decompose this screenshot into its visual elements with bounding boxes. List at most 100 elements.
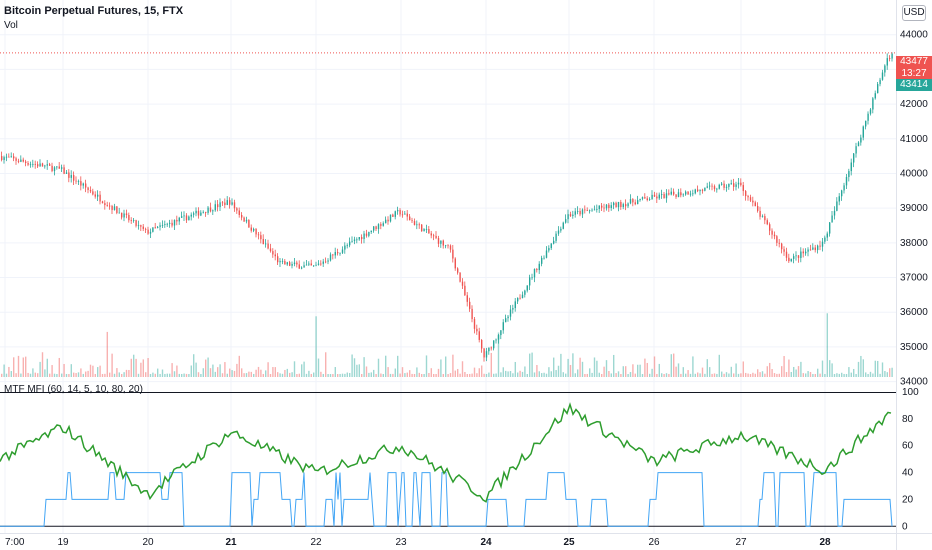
- candle-body: [195, 210, 197, 214]
- volume-bar: [173, 371, 176, 377]
- candle-body: [29, 164, 32, 166]
- volume-bar: [490, 352, 492, 377]
- candle-body: [860, 137, 862, 143]
- volume-bar: [425, 355, 428, 377]
- candle-body: [418, 224, 420, 226]
- volume-bar: [106, 331, 108, 377]
- candle-body: [877, 84, 879, 94]
- volume-bar: [591, 372, 593, 377]
- candle-body: [572, 214, 574, 216]
- candle-body: [733, 183, 735, 187]
- volume-bar: [632, 364, 634, 377]
- volume-bar: [389, 373, 392, 377]
- candle-body: [99, 194, 101, 202]
- volume-bar: [447, 373, 449, 377]
- candle-body: [89, 190, 92, 192]
- candle-body: [236, 208, 238, 211]
- price-tick-label: 41000: [900, 134, 928, 145]
- volume-bar: [116, 368, 118, 377]
- candle-body: [471, 308, 473, 320]
- candle-body: [497, 335, 500, 340]
- volume-bar: [795, 369, 797, 377]
- volume-bar: [176, 365, 178, 377]
- candle-body: [637, 200, 639, 205]
- candle-body: [147, 229, 149, 234]
- volume-bar: [725, 372, 728, 377]
- volume-bar: [104, 373, 106, 377]
- candle-body: [495, 339, 497, 341]
- time-axis[interactable]: 7:00 19 20 21 22 23 24 25 26 27 28: [5, 537, 831, 548]
- candle-body: [416, 224, 418, 226]
- volume-bar: [814, 373, 816, 377]
- volume-bar: [545, 373, 548, 377]
- candle-body: [190, 214, 192, 217]
- volume-bar: [749, 373, 752, 377]
- volume-bar: [183, 373, 185, 377]
- candle-body: [327, 260, 329, 262]
- volume-bar: [145, 372, 147, 377]
- candle-body: [296, 262, 298, 265]
- candle-body: [209, 207, 212, 212]
- volume-label: Vol: [4, 20, 18, 31]
- candle-body: [680, 192, 682, 196]
- mfi-axis[interactable]: 0 20 40 60 80 100: [902, 387, 919, 532]
- candle-body: [819, 245, 821, 247]
- mfi-line: [0, 402, 892, 503]
- volume-bar: [363, 357, 365, 377]
- candle-body: [490, 347, 492, 349]
- volume-bar: [500, 372, 502, 377]
- candle-body: [308, 263, 310, 265]
- volume-bar: [682, 367, 684, 377]
- volume-bar: [253, 373, 255, 377]
- candle-body: [257, 234, 260, 236]
- candle-body: [70, 175, 72, 178]
- candle-body: [442, 240, 444, 246]
- volume-bar: [286, 368, 288, 377]
- volume-bar: [193, 354, 195, 377]
- volume-bar: [891, 367, 893, 377]
- volume-bar: [87, 370, 89, 377]
- volume-bar: [454, 370, 456, 377]
- volume-bar: [649, 373, 651, 377]
- candle-body: [421, 224, 423, 232]
- mfi-tick-label: 100: [902, 387, 919, 398]
- volume-bar: [392, 373, 394, 377]
- mfi-tick-label: 60: [902, 441, 914, 452]
- volume-bar: [317, 358, 320, 377]
- candle-body: [322, 261, 324, 264]
- candle-body: [745, 191, 747, 197]
- candle-body: [171, 222, 173, 226]
- time-tick-label: 27: [735, 537, 747, 548]
- volume-bar: [860, 355, 862, 377]
- volume-bar: [305, 373, 308, 377]
- candle-body: [821, 241, 824, 247]
- volume-bar: [457, 368, 459, 377]
- candle-body: [694, 189, 696, 194]
- candle-body: [673, 191, 675, 195]
- candle-body: [740, 182, 742, 186]
- candle-body: [704, 187, 706, 191]
- candle-body: [298, 264, 300, 269]
- candle-body: [634, 202, 636, 205]
- volume-bar: [557, 365, 560, 377]
- candle-body: [243, 217, 245, 222]
- volume-bar: [416, 367, 418, 377]
- volume-bar: [668, 373, 670, 377]
- candle-body: [699, 189, 701, 192]
- volume-bar: [15, 373, 17, 377]
- candle-body: [653, 194, 656, 197]
- candle-body: [865, 120, 867, 127]
- candle-body: [32, 163, 34, 165]
- candle-body: [608, 204, 610, 208]
- volume-bar: [56, 374, 58, 377]
- volume-bar: [51, 365, 53, 377]
- price-tick-label: 40000: [900, 168, 928, 179]
- currency-button[interactable]: USD: [902, 5, 926, 21]
- volume-bar: [437, 368, 440, 377]
- volume-bar: [469, 373, 471, 377]
- candle-body: [75, 180, 77, 182]
- mfi-tick-label: 20: [902, 494, 914, 505]
- candle-body: [529, 277, 531, 286]
- candle-body: [250, 227, 252, 231]
